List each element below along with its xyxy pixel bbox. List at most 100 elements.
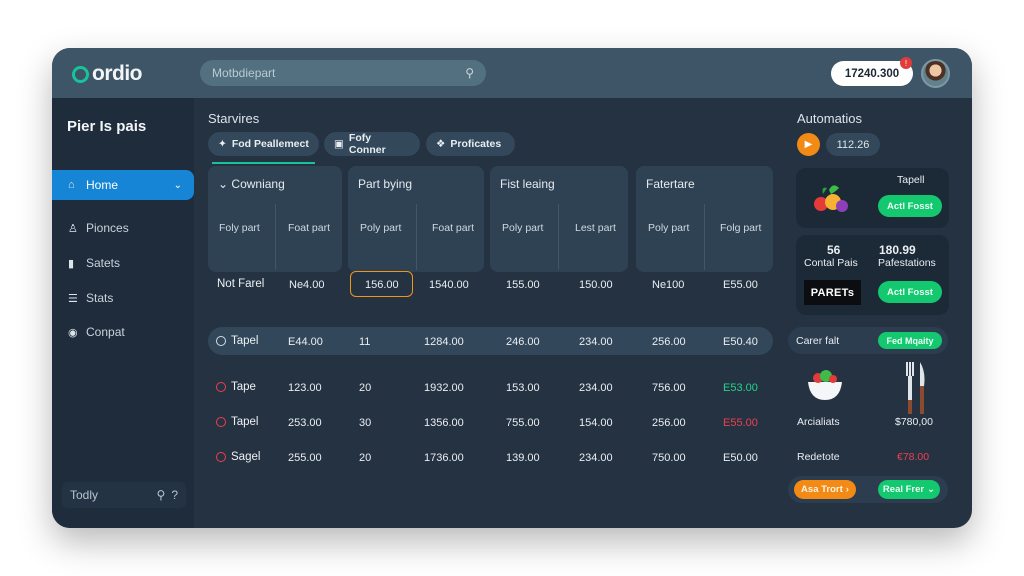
table-cell: 153.00 (506, 382, 540, 394)
divider (704, 204, 705, 270)
automation-card: Tapell Actl Fosst (796, 168, 949, 228)
table-cell: E50.40 (723, 336, 758, 348)
table-cell: 154.00 (579, 417, 613, 429)
column-subheader: Folg part (720, 222, 762, 234)
column-card: ⌄ Cowniang Foly part Foat part (208, 166, 342, 272)
table-cell: E50.00 (723, 452, 758, 464)
radio-icon[interactable] (216, 382, 226, 392)
list-icon: ☰ (68, 292, 78, 305)
radio-icon[interactable] (216, 336, 226, 346)
table-cell: 756.00 (652, 382, 686, 394)
radio-icon[interactable] (216, 417, 226, 427)
automations-title: Automatios (797, 111, 863, 126)
logo[interactable]: ordio (72, 62, 143, 86)
card-label: Tapell (897, 174, 925, 186)
table-cell: 755.00 (506, 417, 540, 429)
sidebar-item-home[interactable]: ⌂ Home ⌄ (52, 170, 194, 200)
tab-label: Fod Peallemect (231, 138, 309, 150)
home-icon: ⌂ (68, 179, 75, 191)
search-icon[interactable]: ⚲ (465, 66, 474, 80)
red-quality-button[interactable]: Fed Mqaity (878, 332, 942, 349)
table-cell: 20 (359, 452, 372, 464)
table-cell: E55.00 (723, 417, 758, 429)
chevron-down-icon: ⌄ (173, 179, 182, 191)
item-label: Arcialiats (797, 416, 840, 428)
automation-row[interactable]: Carer falt Fed Mqaity (788, 327, 948, 354)
table-cell: 256.00 (652, 417, 686, 429)
table-cell: 155.00 (506, 279, 540, 291)
sidebar-item-label: Satets (86, 256, 121, 270)
chevron-right-icon: › (845, 484, 849, 495)
notification-badge: ! (900, 57, 912, 69)
play-button[interactable]: ▶ (797, 133, 820, 156)
table-cell: 750.00 (652, 452, 686, 464)
table-cell: 255.00 (288, 452, 322, 464)
table-cell: E55.00 (723, 279, 758, 291)
tab-proficates[interactable]: ❖ Proficates (426, 132, 515, 156)
divider (558, 204, 559, 270)
sidebar-item-satets[interactable]: ▮ Satets (52, 248, 194, 278)
brand-logo: PARETs (804, 280, 861, 305)
tag-icon: ❖ (436, 138, 446, 150)
table-row-label: Tapel (216, 335, 259, 347)
table-row-label: Sagel (216, 451, 260, 463)
row-value: €78.00 (897, 451, 930, 463)
table-cell: 1356.00 (424, 417, 464, 429)
table-cell: 234.00 (579, 382, 613, 394)
sidebar: Pier Is pais ⌂ Home ⌄ ♙ Pionces ▮ Satets… (52, 98, 194, 528)
selected-cell-outline[interactable] (350, 271, 413, 297)
automation-count: 112.26 (826, 133, 880, 156)
row-label: Carer falt (796, 335, 840, 347)
play-icon: ▶ (804, 139, 813, 150)
sidebar-footer-label: Todly (70, 488, 99, 502)
table-cell: 256.00 (652, 336, 686, 348)
table-row-highlight[interactable] (208, 327, 773, 355)
column-title[interactable]: Fist leaing (500, 177, 555, 191)
app-window: ordio Motbdiepart ⚲ 17240.300 ! Pier Is … (52, 48, 972, 528)
sidebar-footer[interactable]: Todly ⚲ ? (62, 482, 186, 508)
add-post-button[interactable]: Actl Fosst (878, 281, 942, 303)
table-cell: 253.00 (288, 417, 322, 429)
table-cell: 30 (359, 417, 372, 429)
row-label: Redetote (797, 451, 840, 463)
help-icon[interactable]: ? (171, 488, 178, 502)
row-label-text: Tape (231, 381, 256, 393)
sidebar-item-stats[interactable]: ☰ Stats (52, 283, 194, 313)
table-cell: 1736.00 (424, 452, 464, 464)
search-placeholder: Motbdiepart (212, 66, 276, 80)
balance-pill[interactable]: 17240.300 (831, 61, 913, 86)
folder-icon: ▮ (68, 257, 75, 270)
avatar[interactable] (921, 59, 950, 88)
sidebar-item-pionces[interactable]: ♙ Pionces (52, 213, 194, 243)
column-title[interactable]: ⌄ Cowniang (218, 177, 285, 191)
table-cell: E53.00 (723, 382, 758, 394)
sidebar-item-label: Stats (86, 291, 114, 305)
item-price: $780,00 (895, 416, 933, 428)
tab-fofy-conner[interactable]: ▣ Fofy Conner (324, 132, 420, 156)
table-cell: Ne4.00 (289, 279, 325, 291)
search-icon[interactable]: ⚲ (156, 488, 166, 502)
tab-fod-peallemect[interactable]: ✦ Fod Peallemect (208, 132, 319, 164)
top-bar: ordio Motbdiepart ⚲ 17240.300 ! (52, 48, 972, 98)
section-title: Starvires (208, 111, 260, 126)
table-cell: 139.00 (506, 452, 540, 464)
fruit-icon (814, 185, 848, 212)
table-cell[interactable]: 156.00 (365, 279, 399, 291)
real-frer-button[interactable]: Real Frer ⌄ (878, 480, 940, 499)
divider (416, 204, 417, 270)
search-input[interactable]: Motbdiepart ⚲ (200, 60, 486, 86)
column-title[interactable]: Fatertare (646, 177, 695, 191)
add-post-button[interactable]: Actl Fosst (878, 195, 942, 217)
chevron-down-icon: ⌄ (927, 484, 936, 495)
footer-actions: Asa Trort › Real Frer ⌄ (788, 476, 948, 503)
logo-mark-icon (72, 65, 89, 83)
add-trort-button[interactable]: Asa Trort › (794, 480, 856, 499)
location-pin-icon: ◉ (68, 326, 78, 339)
sidebar-item-conpat[interactable]: ◉ Conpat (52, 317, 194, 347)
table-cell: 11 (359, 336, 371, 348)
column-card: Part bying Poly part Foat part (348, 166, 484, 272)
button-label: Real Frer (882, 484, 925, 495)
table-cell: 234.00 (579, 336, 613, 348)
column-title[interactable]: Part bying (358, 177, 413, 191)
radio-icon[interactable] (216, 452, 226, 462)
